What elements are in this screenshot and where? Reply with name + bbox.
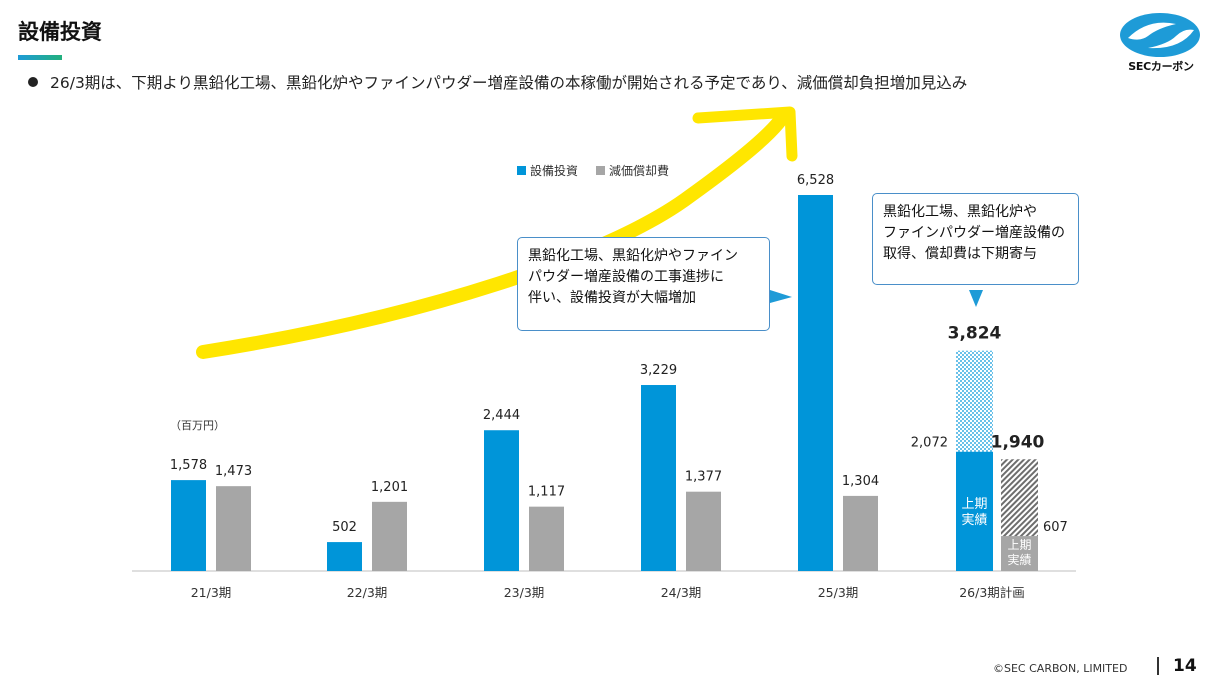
capex-bar xyxy=(484,430,519,571)
footer-copyright: ©SEC CARBON, LIMITED xyxy=(993,662,1128,675)
callout-right-line-3: 取得、償却費は下期寄与 xyxy=(883,246,1037,262)
x-tick-label: 25/3期 xyxy=(818,585,859,600)
capex-bar xyxy=(641,385,676,571)
capex-bar xyxy=(327,542,362,571)
callout-right-line-1: 黒鉛化工場、黒鉛化炉や xyxy=(883,204,1037,220)
depreciation-value-label: 1,304 xyxy=(842,474,879,489)
depreciation-value-label: 1,473 xyxy=(215,464,252,479)
x-tick-label: 22/3期 xyxy=(347,585,388,600)
page-number: 14 xyxy=(1173,656,1197,676)
chart-legend: 設備投資 減価償却費 xyxy=(517,163,669,178)
highlight-arrow-stroke xyxy=(196,111,789,359)
capex-plan-total-label: 3,824 xyxy=(948,324,1002,344)
depreciation-first-half-actual-text: 上期 xyxy=(1007,538,1031,552)
depreciation-value-label: 1,201 xyxy=(371,480,408,495)
depreciation-bar xyxy=(843,495,878,571)
callout-right-line-2: ファインパウダー増産設備の xyxy=(883,225,1065,241)
highlight-arrow-head xyxy=(692,106,798,162)
capex-first-half-actual-bar xyxy=(956,451,993,571)
footer-separator xyxy=(1157,657,1159,675)
capex-value-label: 6,528 xyxy=(797,173,834,188)
capex-value-label: 3,229 xyxy=(640,363,677,378)
depreciation-value-label: 1,117 xyxy=(528,485,565,500)
callout-left-line-2: パウダー増産設備の工事進捗に xyxy=(528,269,724,285)
depreciation-first-half-label: 607 xyxy=(1043,520,1068,535)
page-title: 設備投資 xyxy=(18,20,102,44)
capex-value-label: 1,578 xyxy=(170,458,207,473)
legend-swatch-depreciation xyxy=(596,166,605,175)
depreciation-bar xyxy=(529,506,564,571)
x-tick-label: 26/3期計画 xyxy=(959,585,1025,600)
x-tick-label: 23/3期 xyxy=(504,585,545,600)
capex-second-half-plan-bar xyxy=(956,350,993,452)
capex-bar xyxy=(798,195,833,571)
capex-bar xyxy=(171,480,206,571)
legend-label-depreciation: 減価償却費 xyxy=(609,163,669,178)
depreciation-bar xyxy=(216,486,251,571)
title-underline xyxy=(18,55,62,60)
summary-text: 26/3期は、下期より黒鉛化工場、黒鉛化炉やファインパウダー増産設備の本稼働が開… xyxy=(50,74,968,92)
depreciation-plan-total-label: 1,940 xyxy=(991,432,1045,452)
capex-value-label: 502 xyxy=(332,520,357,535)
unit-label: （百万円） xyxy=(170,419,225,432)
callout-left-line-1: 黒鉛化工場、黒鉛化炉やファイン xyxy=(528,248,738,264)
capex-value-label: 2,444 xyxy=(483,408,520,423)
depreciation-first-half-actual-text: 実績 xyxy=(1007,552,1031,567)
callout-left-pointer xyxy=(770,290,792,303)
depreciation-first-half-actual-bar xyxy=(1001,536,1038,571)
logo-text: SECカーボン xyxy=(1128,60,1194,73)
sec-carbon-logo-icon xyxy=(1120,13,1200,57)
depreciation-bar xyxy=(686,491,721,571)
bullet-dot-icon xyxy=(28,77,38,87)
legend-swatch-capex xyxy=(517,166,526,175)
callout-left-line-3: 伴い、設備投資が大幅増加 xyxy=(528,290,696,306)
legend-label-capex: 設備投資 xyxy=(530,163,578,178)
callout-right-pointer xyxy=(969,290,983,307)
capex-first-half-actual-text: 上期 xyxy=(961,497,987,512)
depreciation-value-label: 1,377 xyxy=(685,470,722,485)
callout-depreciation-timing: 黒鉛化工場、黒鉛化炉や ファインパウダー増産設備の 取得、償却費は下期寄与 xyxy=(872,193,1079,285)
summary-bullet: 26/3期は、下期より黒鉛化工場、黒鉛化炉やファインパウダー増産設備の本稼働が開… xyxy=(28,71,967,93)
callout-construction-progress: 黒鉛化工場、黒鉛化炉やファイン パウダー増産設備の工事進捗に 伴い、設備投資が大… xyxy=(517,237,770,331)
capex-first-half-label: 2,072 xyxy=(911,436,948,451)
x-tick-label: 21/3期 xyxy=(191,585,232,600)
depreciation-second-half-plan-bar xyxy=(1001,459,1038,537)
x-tick-label: 24/3期 xyxy=(661,585,702,600)
capex-first-half-actual-text: 実績 xyxy=(961,512,987,528)
depreciation-bar xyxy=(372,501,407,571)
